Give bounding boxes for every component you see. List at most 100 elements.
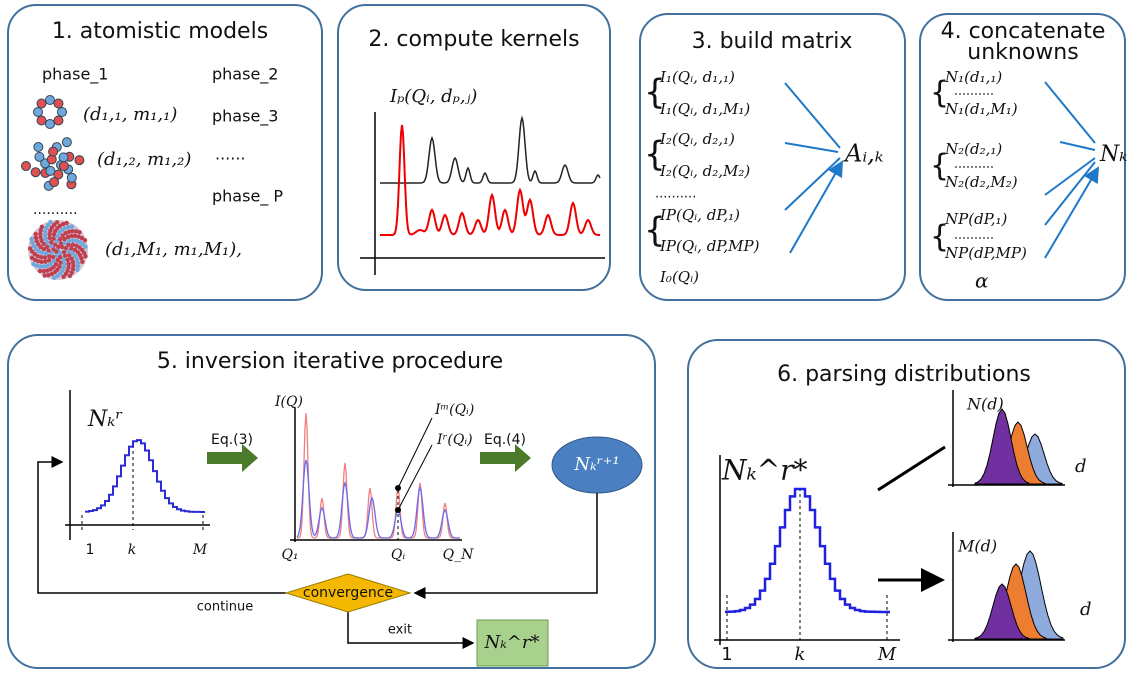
shape: { xyxy=(644,73,666,113)
label: (d₁,₂, m₁,₂) xyxy=(97,149,191,170)
panel-1: 1. atomistic models phase_1 phase_2 phas… xyxy=(8,5,322,300)
label: I₂(Qᵢ, d₂,₁) xyxy=(659,130,735,148)
label: Iʳ(Qᵢ) xyxy=(436,432,473,448)
label: IP(Qᵢ, dP,MP) xyxy=(659,237,760,255)
shape xyxy=(54,116,63,125)
shape xyxy=(75,268,79,272)
shape xyxy=(34,108,43,117)
title: 1. atomistic models xyxy=(52,19,268,44)
shape xyxy=(35,152,44,161)
shape xyxy=(46,96,55,105)
shape xyxy=(30,256,34,260)
shape xyxy=(37,99,46,108)
shape xyxy=(83,245,87,249)
label: Eq.(3) xyxy=(211,432,253,448)
label: N₁(d₁,₁) xyxy=(944,68,1002,86)
label: Nₖ xyxy=(1099,142,1127,167)
shape xyxy=(59,241,63,245)
label: k xyxy=(128,542,136,558)
label: Iᵐ(Qᵢ) xyxy=(434,402,474,418)
shape xyxy=(66,243,70,247)
shape: { { { xyxy=(930,76,949,255)
label: I₀(Qᵢ) xyxy=(659,268,699,286)
shape xyxy=(51,236,55,240)
shape xyxy=(40,225,44,229)
shape: N₁(d₁,₁) N₁(d₁,M₁) N₂(d₂,₁) N₂(d₂,M₂) NP… xyxy=(944,68,1027,293)
shape xyxy=(55,220,59,224)
label: .......... xyxy=(655,187,696,202)
shape: { xyxy=(930,149,949,184)
label: k xyxy=(795,644,806,665)
shape xyxy=(83,254,87,258)
title: 2. compute kernels xyxy=(368,27,579,52)
label: N₂(d₂,M₂) xyxy=(944,173,1018,191)
label: N₂(d₂,₁) xyxy=(944,140,1002,158)
shape: { xyxy=(930,220,949,255)
shape xyxy=(64,221,68,225)
label: d xyxy=(1075,456,1087,477)
shape xyxy=(50,178,59,187)
panel-2: 2. compute kernels Iₚ(Qᵢ, dₚ,ⱼ) xyxy=(338,5,610,290)
shape xyxy=(42,273,46,277)
label: phase_3 xyxy=(212,107,278,127)
shape xyxy=(70,224,74,228)
shape: { xyxy=(644,135,666,175)
label: Nₖʳ⁺¹ xyxy=(573,454,619,475)
shape xyxy=(395,507,401,513)
shape xyxy=(51,255,55,259)
title: 6. parsing distributions xyxy=(777,362,1031,387)
shape: { xyxy=(644,211,666,251)
label: N(d) xyxy=(966,395,1004,414)
label: Qᵢ xyxy=(391,547,405,563)
panel-6: 6. parsing distributions Nₖ^r* 1 k M N(d… xyxy=(688,340,1125,668)
label: .......... xyxy=(33,202,78,218)
title: 5. inversion iterative procedure xyxy=(157,349,503,374)
label: I₁(Qᵢ, d₁,M₁) xyxy=(659,100,750,118)
label: 1 xyxy=(721,644,732,665)
shape xyxy=(38,269,42,273)
label: exit xyxy=(388,623,412,638)
shape xyxy=(52,276,56,280)
shape xyxy=(80,260,84,264)
shape xyxy=(59,153,68,162)
shape xyxy=(83,238,87,242)
shape xyxy=(43,255,47,259)
label: Nₖ^r* xyxy=(483,632,539,653)
label: I(Q) xyxy=(274,394,303,410)
shape xyxy=(46,273,50,277)
label: Nₖʳ xyxy=(87,407,123,432)
label: N₁(d₁,M₁) xyxy=(944,100,1018,118)
label: continue xyxy=(197,600,254,615)
label: d xyxy=(1080,599,1092,620)
label: phase_ P xyxy=(212,187,283,207)
label: Q₁ xyxy=(281,547,298,563)
shape xyxy=(34,232,38,236)
shape xyxy=(44,251,48,255)
label: Nₖ^r* xyxy=(721,454,808,487)
label: (d₁,M₁, m₁,M₁), xyxy=(105,239,242,260)
label: ...... xyxy=(215,145,246,164)
label: NP(dP,₁) xyxy=(944,210,1008,228)
label: Iₚ(Qᵢ, dₚ,ⱼ) xyxy=(389,86,477,107)
shape xyxy=(34,143,43,152)
shape xyxy=(58,251,62,255)
shape xyxy=(29,237,33,241)
shape xyxy=(62,257,66,261)
shape xyxy=(63,254,67,258)
shape xyxy=(66,258,70,262)
shape xyxy=(688,340,1125,668)
label: phase_2 xyxy=(212,65,278,85)
shape xyxy=(49,147,58,156)
shape xyxy=(58,108,67,117)
shape xyxy=(60,245,64,249)
label: phase_1 xyxy=(42,65,108,85)
shape xyxy=(62,138,71,147)
shape: { { { xyxy=(644,73,666,251)
label: M xyxy=(877,644,897,665)
shape xyxy=(61,275,65,279)
shape xyxy=(47,258,51,262)
panel-5: 5. inversion iterative procedure Nₖʳ 1 k… xyxy=(8,335,655,668)
shape xyxy=(46,166,55,175)
shape: { xyxy=(930,76,949,111)
label: IP(Qᵢ, dP,₁) xyxy=(659,206,740,224)
